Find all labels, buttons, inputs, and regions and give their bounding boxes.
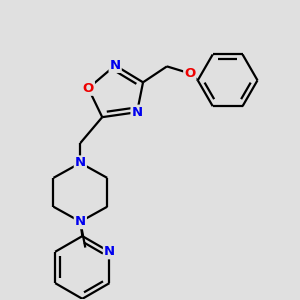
Text: O: O (83, 82, 94, 95)
Text: N: N (110, 59, 121, 72)
Text: N: N (75, 215, 86, 228)
Text: N: N (75, 156, 86, 170)
Text: N: N (104, 245, 115, 258)
Text: N: N (131, 106, 142, 119)
Text: O: O (184, 67, 195, 80)
